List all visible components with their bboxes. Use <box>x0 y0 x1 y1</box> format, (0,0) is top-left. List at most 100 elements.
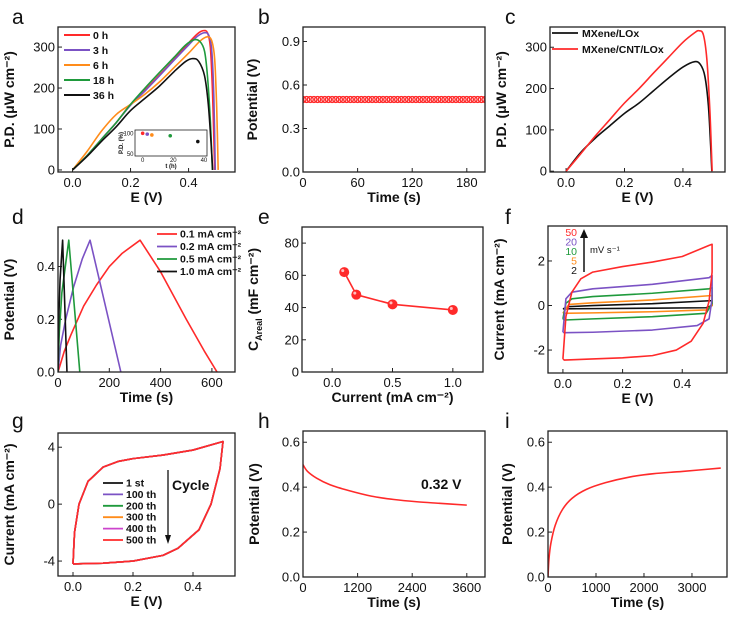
x-tick-label: 3000 <box>678 580 707 595</box>
panel-c: c 0.0 0.2 0.4 0 100 200 300 E (V) P.D. (μW cm⁻²) M… <box>493 6 726 205</box>
series-line-0 <box>565 60 713 172</box>
data-point <box>310 95 318 104</box>
x-tick-label: 400 <box>150 375 172 390</box>
inset-data-point <box>196 139 200 144</box>
series-line-0 <box>58 239 218 372</box>
panel-letter: e <box>258 206 270 229</box>
series-line-4 <box>71 57 214 171</box>
inset-y-tick-label: 50 <box>127 152 134 158</box>
data-point <box>361 95 369 104</box>
plot-frame <box>547 430 728 578</box>
x-tick-label: 0.0 <box>64 579 82 594</box>
panel-letter: g <box>12 410 24 433</box>
legend-label: 2 <box>571 265 577 277</box>
x-tick-label: 0.4 <box>673 376 691 391</box>
plot-area <box>71 29 219 171</box>
y-axis-label-main: C <box>245 341 261 351</box>
y-axis-label: Current (mA cm⁻²) <box>491 239 507 361</box>
data-point <box>444 95 453 104</box>
data-point <box>353 95 362 104</box>
plot-frame <box>57 432 236 577</box>
y-axis-label: Potential (V) <box>499 463 515 545</box>
legend-label: 10 <box>565 246 577 258</box>
legend-label: 18 h <box>93 75 114 87</box>
panel-h: h 0 1200 2400 3600 0.0 0.2 0.4 0.6 Time (s) Potent… <box>246 410 486 610</box>
data-point <box>448 95 456 104</box>
legend-label: 500 th <box>126 535 156 547</box>
data-point <box>466 95 475 104</box>
data-point <box>455 95 464 104</box>
plot-area <box>562 243 713 361</box>
inset-data-point <box>140 131 145 136</box>
series-line-1 <box>565 29 713 172</box>
data-point <box>419 95 427 104</box>
y-tick-label: 0.6 <box>527 435 545 450</box>
inset-y-tick-label: 100 <box>123 131 134 137</box>
data-point <box>351 289 362 300</box>
x-tick-label: 0 <box>54 375 61 390</box>
x-tick-label: 600 <box>201 375 223 390</box>
x-axis-label: Time (s) <box>367 594 420 610</box>
x-axis-label: E (V) <box>131 593 163 609</box>
x-tick-label: 1000 <box>582 580 611 595</box>
legend-label: 1 st <box>126 478 145 490</box>
y-axis-label: P.D. (μW cm⁻²) <box>1 51 17 148</box>
y-tick-label: 0.4 <box>527 480 545 495</box>
data-point <box>350 95 358 104</box>
y-tick-label: 300 <box>33 40 55 55</box>
legend-label: 400 th <box>126 523 156 535</box>
plot-area <box>565 29 713 172</box>
legend-label: 0.2 mA cm⁻² <box>180 241 242 253</box>
data-point <box>412 95 420 104</box>
data-point <box>474 95 482 104</box>
data-point <box>324 95 333 104</box>
data-point-highlight <box>389 301 393 305</box>
data-point <box>481 95 485 104</box>
plot-area <box>303 464 467 506</box>
legend-label: 0.5 mA cm⁻² <box>180 254 242 266</box>
series-line-500th <box>72 440 224 565</box>
series-line-0 <box>303 464 467 506</box>
series-line-3 <box>71 38 214 171</box>
x-tick-label: 0.0 <box>63 175 81 190</box>
legend-label: 100 th <box>126 489 156 501</box>
series-line-0 <box>343 271 453 311</box>
series-line-1 <box>58 239 122 372</box>
legend-label: 300 th <box>126 512 156 524</box>
data-point <box>452 95 460 104</box>
series-line-2 <box>71 36 219 171</box>
data-point <box>401 95 409 104</box>
x-axis-label: Time (s) <box>120 389 173 405</box>
x-axis-label: Time (s) <box>367 189 420 205</box>
y-tick-label: 20 <box>285 332 299 347</box>
data-point-highlight <box>341 269 345 273</box>
x-tick-label: 0.2 <box>124 579 142 594</box>
legend-label: 20 <box>565 237 577 249</box>
data-point <box>437 95 445 104</box>
y-tick-label: 0.9 <box>282 34 300 49</box>
x-tick-label: 0 <box>299 580 306 595</box>
x-tick-label: 0.2 <box>122 175 140 190</box>
panel-letter: d <box>12 206 24 229</box>
panel-i: i 0 1000 2000 3000 0.0 0.2 0.4 0.6 Time (s) Potent… <box>499 410 728 610</box>
plot-frame <box>547 225 728 374</box>
legend-label: 50 <box>565 227 577 239</box>
x-tick-label: 1200 <box>343 580 372 595</box>
panel-d: d 0 200 400 600 0.0 0.2 0.4 Time (s) Potential (V… <box>1 206 242 405</box>
data-point <box>470 95 478 104</box>
series-line-0 <box>548 467 721 577</box>
x-tick-label: 0.4 <box>674 175 692 190</box>
legend-label: 200 th <box>126 500 156 512</box>
panel-letter: h <box>258 410 270 433</box>
panel-e: e 0.0 0.5 1.0 0 20 40 60 80 Current (mA cm⁻²) CAre… <box>245 206 484 405</box>
x-tick-label: 0.4 <box>180 175 198 190</box>
series-line-3 <box>562 274 713 334</box>
legend-label: 36 h <box>93 90 114 102</box>
data-point <box>426 95 435 104</box>
data-point <box>383 95 391 104</box>
legend-label: MXene/LOx <box>582 28 639 40</box>
y-tick-label: 0.0 <box>282 165 300 180</box>
y-axis-label-sub: Areal <box>254 318 264 341</box>
